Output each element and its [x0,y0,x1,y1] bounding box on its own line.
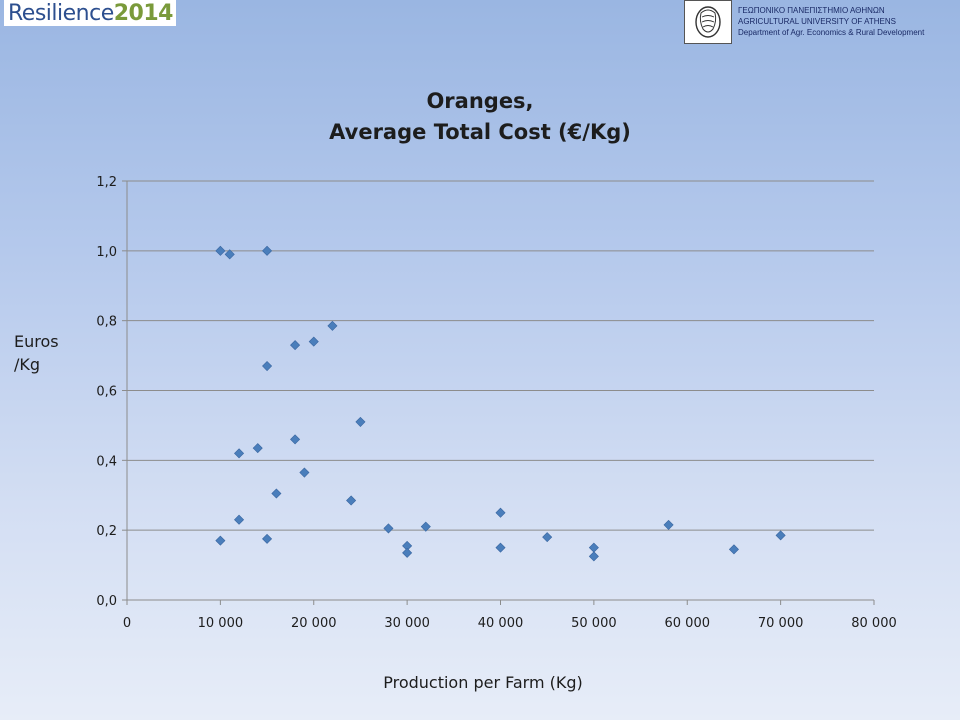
data-point [346,495,357,506]
y-tick-label: 0,2 [96,524,117,539]
university-line-greek: ΓΕΩΠΟΝΙΚΟ ΠΑΝΕΠΙΣΤΗΜΙΟ ΑΘΗΝΩΝ [738,6,885,15]
x-tick-label: 50 000 [571,616,617,631]
data-point [355,416,366,427]
y-tick-label: 0,0 [96,594,117,609]
data-point [215,535,226,546]
university-line-department: Department of Agr. Economics & Rural Dev… [738,28,925,37]
data-point [224,249,235,260]
data-point [290,340,301,351]
data-point [262,245,273,256]
chart-title: Oranges, Average Total Cost (€/Kg) [0,86,960,148]
data-point [402,547,413,558]
data-point [308,336,319,347]
x-axis-label: Production per Farm (Kg) [383,673,583,692]
data-point [262,533,273,544]
y-tick-label: 1,2 [96,175,117,190]
y-tick-label: 1,0 [96,245,117,260]
y-axis-label-line1: Euros [14,332,59,351]
chart-title-line1: Oranges, [426,89,534,113]
data-point [262,361,273,372]
data-point [327,320,338,331]
x-tick-label: 20 000 [291,616,337,631]
x-tick-label: 60 000 [665,616,711,631]
y-axis-label: Euros /Kg [14,330,59,376]
university-name: ΓΕΩΠΟΝΙΚΟ ΠΑΝΕΠΙΣΤΗΜΙΟ ΑΘΗΝΩΝ AGRICULTUR… [738,5,924,38]
data-point [663,519,674,530]
data-point [234,448,245,459]
data-point [271,488,282,499]
y-tick-label: 0,8 [96,315,117,330]
y-tick-label: 0,6 [96,385,117,400]
data-point [542,532,553,543]
y-axis-label-line2: /Kg [14,355,41,374]
data-point [420,521,431,532]
x-tick-label: 80 000 [851,616,897,631]
university-line-english: AGRICULTURAL UNIVERSITY OF ATHENS [738,17,896,26]
chart-title-line2: Average Total Cost (€/Kg) [329,120,631,144]
data-point [495,507,506,518]
logo-main-text: Resilience [8,0,114,26]
university-seal-icon [684,0,732,44]
data-point [290,434,301,445]
data-point [299,467,310,478]
data-point [588,551,599,562]
data-point [252,443,263,454]
x-tick-label: 70 000 [758,616,804,631]
x-tick-label: 30 000 [384,616,430,631]
data-point [495,542,506,553]
x-tick-label: 40 000 [478,616,524,631]
y-tick-label: 0,4 [96,454,117,469]
resilience-logo: Resilience 2014 [4,0,176,26]
data-point [215,245,226,256]
data-point [234,514,245,525]
x-tick-label: 0 [123,616,131,631]
data-point [588,542,599,553]
logo-year-text: 2014 [113,0,174,26]
data-point [775,530,786,541]
x-tick-label: 10 000 [198,616,244,631]
data-point [383,523,394,534]
data-point [728,544,739,555]
